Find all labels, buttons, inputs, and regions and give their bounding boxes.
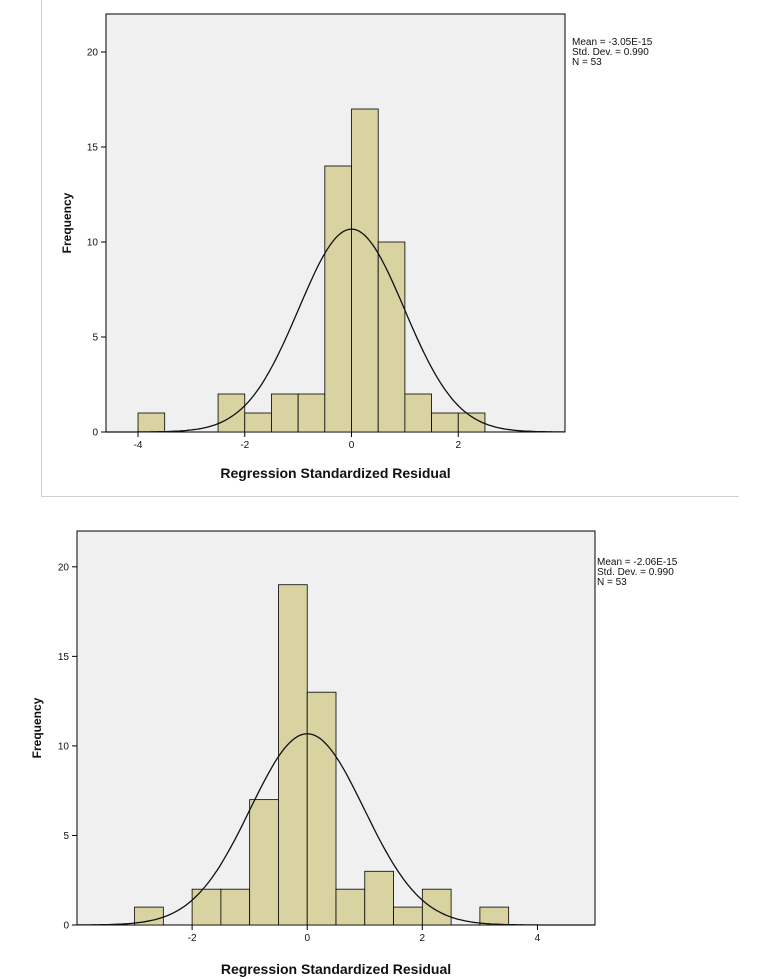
normal-curve (106, 228, 565, 433)
x-axis-label: Regression Standardized Residual (221, 961, 451, 977)
x-tick-label: 0 (304, 933, 310, 944)
histogram-bar (364, 870, 394, 926)
histogram-bar (404, 393, 432, 433)
y-axis-label: Frequency (30, 697, 44, 758)
histogram-bar (137, 412, 166, 433)
histogram-bar (244, 412, 272, 433)
histogram-chart-2: 0 5 10 15 20 -2 0 2 4 Regression Standardized Res… (0, 520, 767, 979)
y-tick-label: 10 (58, 741, 70, 752)
stats-n: N = 53 (572, 57, 602, 68)
figure-border-bottom (41, 496, 739, 497)
histogram-bar (351, 108, 379, 433)
histogram-bar (393, 906, 423, 926)
histogram-bar (306, 691, 337, 926)
histogram-bar (324, 165, 352, 433)
y-tick-label: 0 (63, 921, 69, 932)
y-tick-label: 15 (87, 143, 99, 154)
histogram-bar (271, 393, 299, 433)
histogram-bar (421, 888, 452, 926)
y-tick-label: 0 (92, 428, 98, 439)
histogram-chart-1: 0 5 10 15 20 -4 -2 0 2 Regression Standardized Re… (41, 0, 739, 497)
figure-border-left (41, 0, 42, 497)
histogram-bar (457, 412, 486, 433)
y-axis-label: Frequency (60, 192, 74, 253)
normal-curve (77, 733, 595, 926)
stats-std-dev: Std. Dev. = 0.990 (572, 47, 649, 58)
histogram-bar (217, 393, 246, 433)
histogram-svg-1: 0 5 10 15 20 -4 -2 0 2 Regression Standardized Re… (60, 13, 566, 481)
stats-box: Mean = -2.06E-15 Std. Dev. = 0.990 N = 5… (597, 558, 677, 588)
histogram-bar (134, 906, 164, 926)
y-tick-label: 10 (87, 238, 99, 249)
x-tick-label: -2 (240, 440, 249, 451)
histogram-svg-2: 0 5 10 15 20 -2 0 2 4 Regression Standardized Res… (30, 530, 596, 977)
x-tick-label: 2 (420, 933, 426, 944)
y-tick-label: 5 (63, 831, 69, 842)
y-tick-label: 20 (87, 48, 99, 59)
x-tick-label: 2 (455, 440, 461, 451)
y-tick-label: 15 (58, 652, 70, 663)
histogram-bar (249, 799, 279, 926)
histogram-bar (191, 888, 222, 926)
histogram-bar (377, 241, 406, 433)
stats-n: N = 53 (597, 577, 627, 588)
histogram-bar (278, 584, 308, 926)
x-tick-label: 0 (349, 440, 355, 451)
stats-box: Mean = -3.05E-15 Std. Dev. = 0.990 N = 5… (572, 38, 652, 68)
stats-mean: Mean = -3.05E-15 (572, 37, 653, 48)
histogram-bar (335, 888, 366, 926)
y-tick-label: 20 (58, 562, 70, 573)
histogram-bar (431, 412, 459, 433)
histogram-bar (220, 888, 251, 926)
x-tick-label: -2 (188, 933, 197, 944)
stats-std-dev: Std. Dev. = 0.990 (597, 567, 674, 578)
x-axis-label: Regression Standardized Residual (220, 465, 450, 481)
x-tick-label: -4 (134, 440, 143, 451)
histogram-bar (297, 393, 326, 433)
x-tick-label: 4 (535, 933, 541, 944)
histogram-bar (479, 906, 510, 926)
stats-mean: Mean = -2.06E-15 (597, 557, 678, 568)
y-tick-label: 5 (92, 333, 98, 344)
